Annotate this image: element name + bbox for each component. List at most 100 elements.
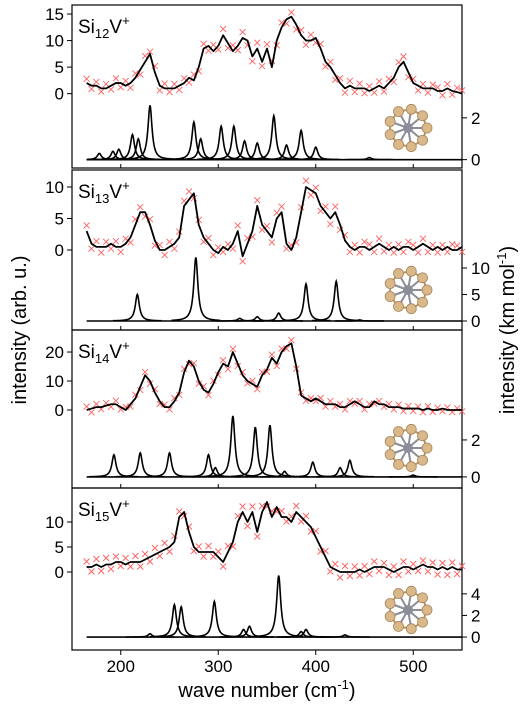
data-point: [302, 177, 310, 185]
data-point: [278, 203, 285, 210]
data-point: [249, 503, 256, 510]
data-point: [405, 238, 412, 246]
cluster-atom: [403, 123, 413, 133]
data-point: [336, 574, 344, 581]
data-point: [88, 85, 95, 93]
cluster-atom: [393, 588, 404, 599]
data-point: [185, 188, 193, 195]
data-point: [380, 559, 388, 567]
cluster-atom: [417, 592, 428, 604]
data-point: [127, 563, 134, 570]
x-axis-title-main: wave number (cm: [177, 680, 337, 702]
data-point: [424, 568, 432, 575]
y2-tick-label: 0: [471, 468, 480, 487]
calc-peak: [112, 292, 162, 322]
cluster-atom: [421, 122, 433, 134]
data-point: [102, 80, 110, 88]
exp-line: [86, 342, 462, 411]
cluster-atom: [405, 585, 417, 597]
calc-peak: [232, 315, 282, 322]
cluster-atom: [403, 605, 413, 615]
exp-line: [86, 15, 463, 95]
data-point: [112, 74, 120, 82]
data-point: [117, 83, 125, 91]
calc-peak: [254, 312, 304, 322]
data-point: [390, 563, 398, 570]
cluster-atom: [417, 296, 428, 308]
data-point: [307, 31, 315, 39]
label-count: 15: [95, 509, 109, 524]
calc-peak: [89, 453, 139, 478]
calc-peak: [281, 281, 331, 322]
y2-tick-label: 2: [471, 109, 480, 128]
data-point: [156, 87, 164, 94]
label-dopant: V: [109, 182, 122, 203]
label-element: Si: [78, 17, 95, 38]
data-point: [292, 502, 300, 510]
data-point: [122, 77, 129, 85]
data-point: [370, 89, 378, 96]
data-point: [229, 345, 237, 353]
y-tick-label: 0: [55, 563, 64, 582]
data-point: [361, 562, 368, 570]
data-point: [424, 89, 432, 96]
calc-peak: [388, 474, 438, 478]
cluster-atom: [405, 303, 417, 315]
panel-label: Si15V+: [78, 496, 130, 524]
data-point: [331, 203, 339, 210]
data-point: [253, 196, 261, 204]
data-point: [414, 87, 422, 94]
data-point: [253, 385, 261, 393]
data-point: [141, 368, 149, 376]
calc-peak: [220, 139, 269, 161]
data-point: [375, 78, 383, 85]
cluster-atom: [405, 423, 417, 435]
data-point: [219, 25, 227, 33]
data-point: [302, 512, 310, 520]
y-tick-label: 5: [55, 538, 64, 557]
cluster-atom: [403, 443, 413, 453]
data-point: [424, 248, 432, 256]
data-point: [146, 48, 154, 56]
panel-label: Si12V+: [78, 13, 130, 41]
y2-tick-label: 5: [471, 286, 480, 305]
cluster-atom: [405, 103, 417, 115]
data-point: [122, 554, 129, 562]
data-point: [200, 40, 207, 48]
calc-peak: [315, 466, 365, 478]
label-dopant: V: [109, 17, 122, 38]
data-point: [458, 562, 466, 570]
y-tick-label: 20: [45, 343, 64, 362]
data-point: [175, 86, 183, 94]
cluster-atom: [417, 616, 428, 628]
cluster-atom: [403, 285, 413, 295]
cluster-atom: [417, 454, 428, 466]
data-point: [366, 570, 373, 578]
data-point: [346, 572, 354, 580]
label-charge: +: [122, 496, 130, 511]
calc-peak: [171, 257, 221, 322]
calc-peak: [209, 123, 259, 161]
calc-peak: [184, 453, 233, 478]
calc-peak: [169, 119, 219, 161]
data-point: [88, 568, 95, 575]
data-point: [458, 248, 466, 256]
y2-tick-label: 2: [471, 606, 480, 625]
y-tick-label: 10: [45, 372, 64, 391]
data-point: [356, 80, 363, 87]
y-tick-label: 0: [55, 85, 64, 104]
data-point: [448, 91, 456, 99]
calc-peak: [288, 460, 338, 478]
data-point: [283, 345, 290, 353]
data-point: [166, 238, 173, 246]
data-point: [356, 572, 363, 579]
data-point: [136, 563, 144, 570]
cluster-atom: [393, 268, 404, 279]
cluster-icon: [384, 265, 433, 315]
cluster-atom: [421, 284, 433, 296]
x-axis-title: wave number (cm-1): [177, 677, 355, 702]
y-tick-label: 5: [55, 210, 64, 229]
calc-peak: [125, 105, 175, 160]
label-charge: +: [122, 338, 130, 353]
